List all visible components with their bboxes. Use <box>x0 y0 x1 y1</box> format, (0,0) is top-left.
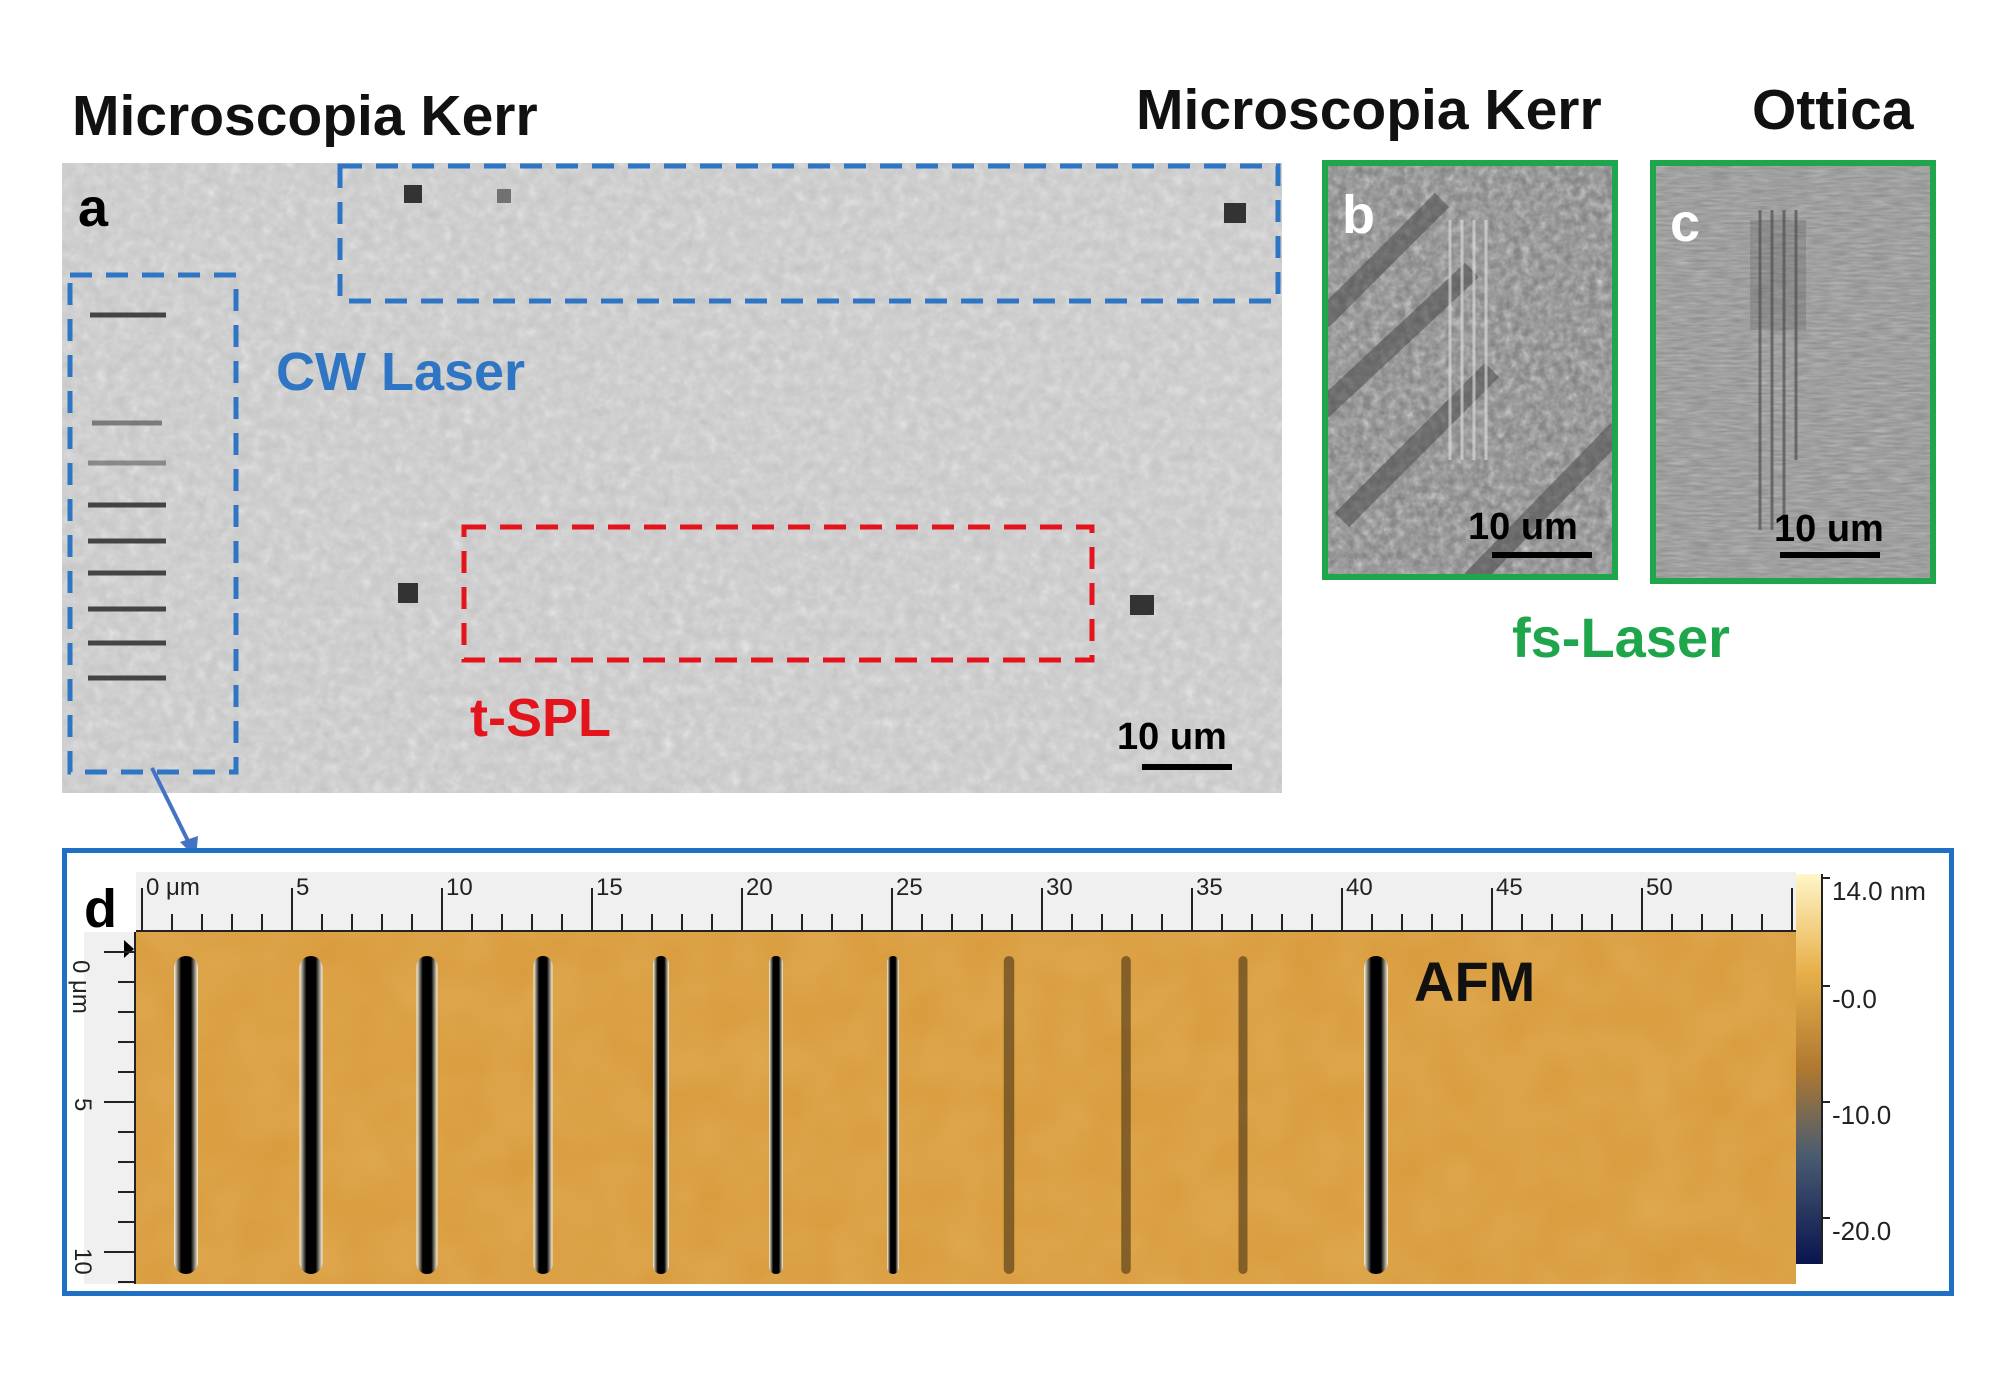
y-tick-label: 0 μm <box>67 960 94 1014</box>
fs-laser-lines <box>1448 220 1488 460</box>
panel-d: 0 μm 5 10 15 20 25 30 35 40 45 50 0 μm 5… <box>62 848 1954 1296</box>
t-spl-label: t-SPL <box>470 688 611 748</box>
x-tick-label: 50 <box>1646 874 1673 901</box>
title-optics: Ottica <box>1752 78 1914 142</box>
afm-trench-line <box>653 956 669 1274</box>
panel-a-image <box>62 163 1282 793</box>
afm-x-ruler <box>136 872 1796 932</box>
cw-laser-region-top <box>337 163 1281 304</box>
fs-laser-lines-optical <box>1758 210 1798 530</box>
panel-letter-c: c <box>1670 193 1701 253</box>
afm-trench-line <box>1121 956 1131 1274</box>
afm-y-ruler <box>84 932 136 1284</box>
y-tick-label: 10 <box>69 1248 96 1275</box>
colorbar-tick-label: -0.0 <box>1832 984 1877 1014</box>
cw-laser-label: CW Laser <box>276 342 526 402</box>
panel-c: c 10 um <box>1650 160 1936 584</box>
x-tick-label: 30 <box>1046 874 1073 901</box>
cw-laser-lines <box>88 312 166 681</box>
afm-trench-line <box>1003 956 1015 1274</box>
scale-label-b: 10 um <box>1468 506 1578 548</box>
panel-a: a 10 um CW Laser t-SPL <box>62 163 1282 793</box>
y-tick-label: 5 <box>69 1098 96 1112</box>
panel-letter-b: b <box>1342 185 1375 245</box>
x-tick-label: 40 <box>1346 874 1373 901</box>
panel-c-image <box>1650 160 1936 584</box>
afm-label: AFM <box>1414 950 1536 1013</box>
x-tick-label: 20 <box>746 874 773 901</box>
x-tick-label: 15 <box>596 874 623 901</box>
afm-trench-line <box>533 956 553 1274</box>
x-tick-label: 25 <box>896 874 923 901</box>
x-tick-label: 35 <box>1196 874 1223 901</box>
colorbar-tick-label: -20.0 <box>1832 1216 1892 1246</box>
afm-trench-line <box>887 956 899 1274</box>
afm-trench-line <box>299 956 323 1274</box>
x-tick-label: 5 <box>296 874 310 901</box>
fs-laser-label: fs-Laser <box>1512 606 1730 669</box>
afm-trench-line <box>769 956 783 1274</box>
afm-trench-line <box>1364 956 1388 1274</box>
colorbar-tick-label: -10.0 <box>1832 1100 1892 1130</box>
colorbar-tick-label: 14.0 nm <box>1832 878 1926 904</box>
panel-b-frame <box>1322 160 1618 580</box>
x-tick-label: 0 μm <box>146 874 200 901</box>
panel-c-frame <box>1650 160 1936 584</box>
panel-b: b 10 um <box>1322 160 1618 580</box>
afm-trench-line <box>174 956 198 1274</box>
t-spl-region <box>461 524 1095 663</box>
x-tick-label: 10 <box>446 874 473 901</box>
cw-laser-region-left <box>67 272 239 775</box>
alignment-markers <box>398 185 1246 615</box>
x-tick-label: 45 <box>1496 874 1523 901</box>
afm-colorbar <box>1796 874 1830 1264</box>
panel-letter-d: d <box>84 879 117 939</box>
panel-letter-a: a <box>78 178 109 238</box>
title-kerr-left: Microscopia Kerr <box>72 84 538 148</box>
afm-trench-line <box>416 956 438 1274</box>
afm-x-ruler-labels: 0 μm 5 10 15 20 25 30 35 40 45 50 <box>136 876 1796 906</box>
scale-label-c: 10 um <box>1774 508 1884 550</box>
scale-label-a: 10 um <box>1117 716 1227 758</box>
afm-trench-line <box>1238 956 1248 1274</box>
panel-b-image <box>1322 160 1618 580</box>
afm-image <box>136 932 1796 1284</box>
title-kerr-right: Microscopia Kerr <box>1136 78 1602 142</box>
